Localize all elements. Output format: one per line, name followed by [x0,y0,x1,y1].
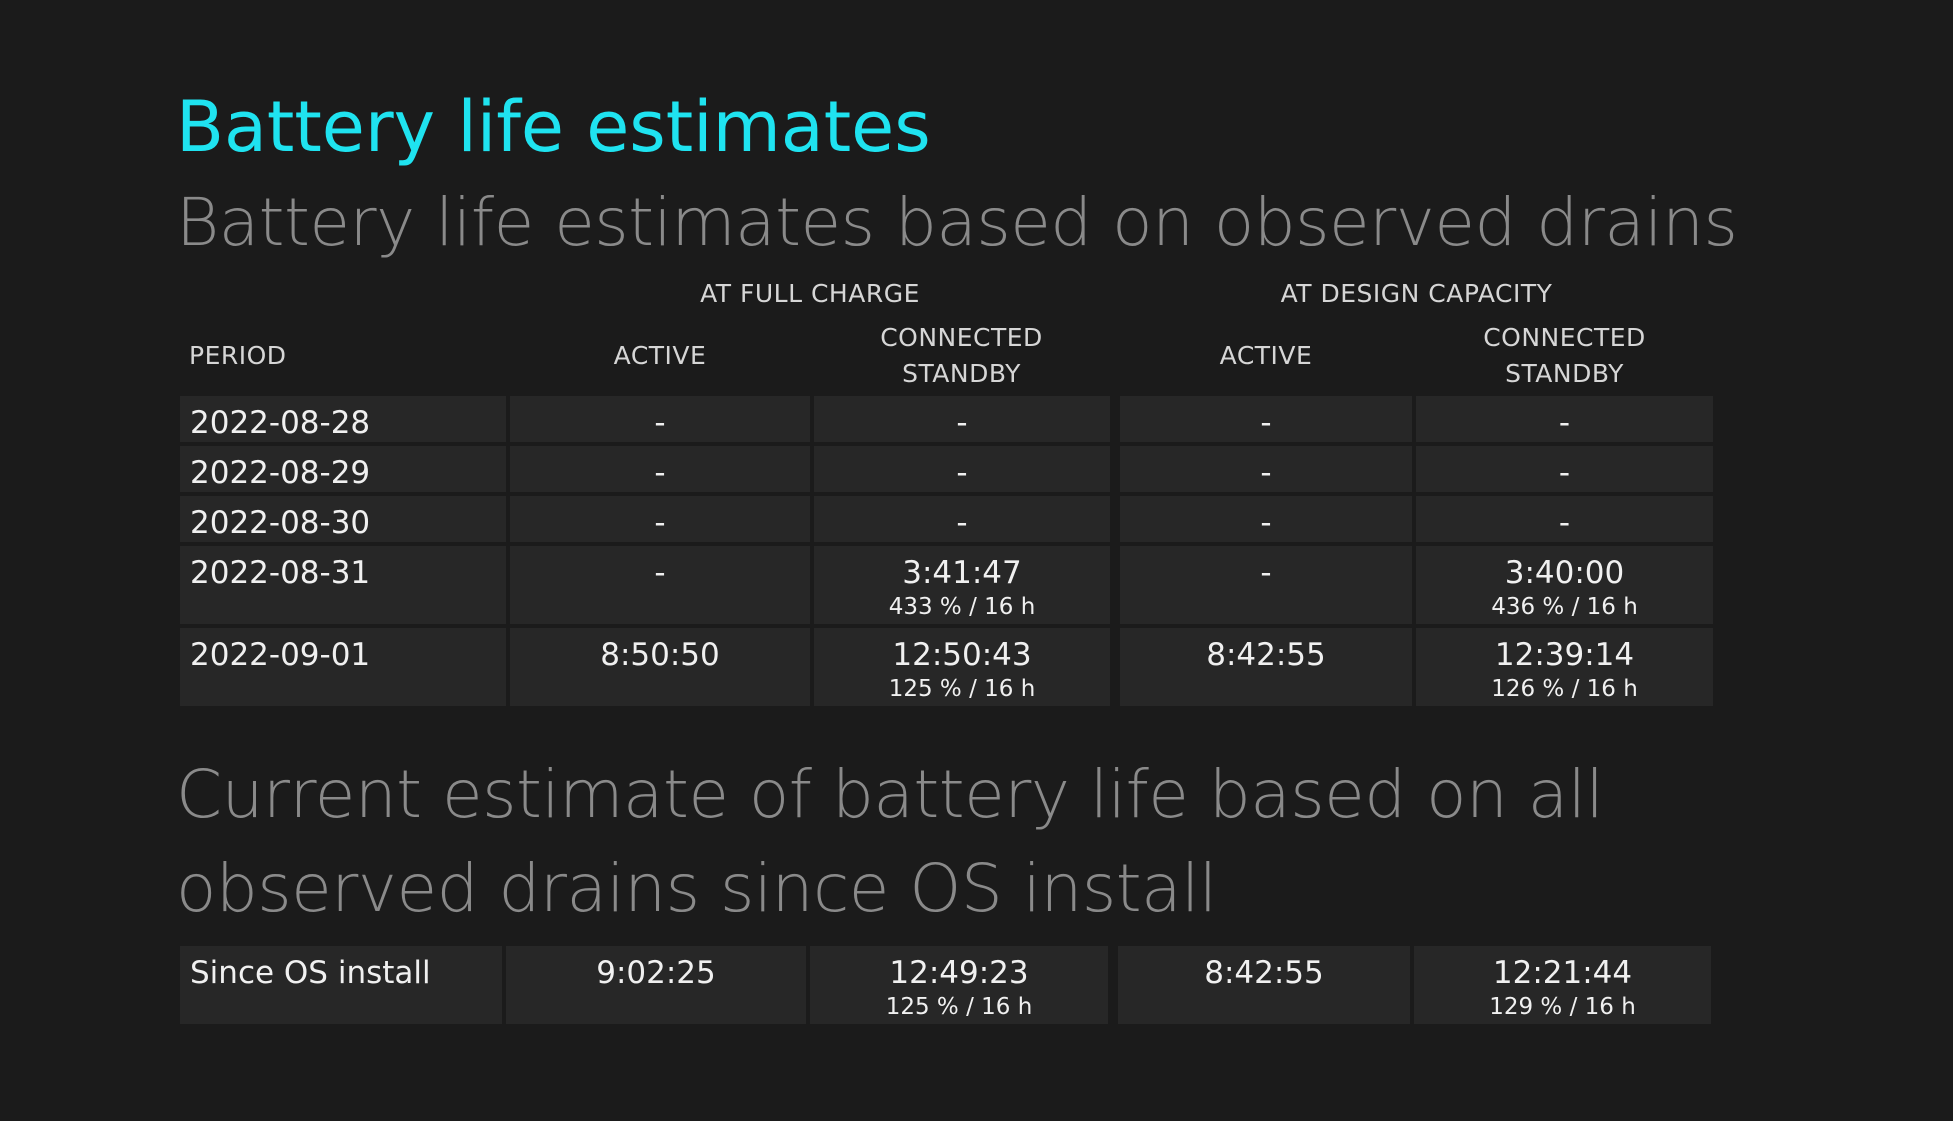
table-cell-period: 2022-09-01 [180,628,506,706]
cell-value: 9:02:25 [596,955,716,991]
cell-value: - [1558,455,1571,491]
table-cell-dc-standby: 12:39:14 126 % / 16 h [1416,628,1713,706]
section-heading-since-install: Current estimate of battery life based o… [176,756,1604,927]
cell-value: - [654,405,666,441]
cell-value: 12:49:23 [889,955,1029,991]
cell-value: 2022-08-28 [190,405,371,441]
table-cell-dc-active: 8:42:55 [1118,946,1410,1024]
table-cell-fc-standby: 12:50:43 125 % / 16 h [814,628,1110,706]
cell-value: 8:50:50 [600,637,720,673]
cell-value: 2022-08-31 [190,555,371,591]
cell-subvalue: 129 % / 16 h [1489,994,1636,1020]
section-heading-observed-drains: Battery life estimates based on observed… [176,184,1738,261]
table-cell-dc-standby: - [1416,496,1713,542]
cell-subvalue: 436 % / 16 h [1491,594,1638,620]
table-cell-fc-active: 9:02:25 [506,946,806,1024]
cell-subvalue: 433 % / 16 h [888,594,1036,620]
cell-value: - [654,555,666,591]
cell-value: 3:41:47 [902,555,1022,591]
cell-value: 2022-09-01 [190,637,371,673]
table-cell-fc-standby: - [814,396,1110,442]
cell-value: Since OS install [190,955,431,991]
cell-value: - [1558,505,1571,541]
table-cell-dc-active: 8:42:55 [1120,628,1412,706]
cell-value: 12:39:14 [1494,637,1635,673]
table-cell-fc-standby: - [814,446,1110,492]
table-cell-fc-active: - [510,446,810,492]
column-header-label-line2: STANDBY [902,359,1021,388]
page-title: Battery life estimates [176,86,931,168]
table-cell-dc-active: - [1120,446,1412,492]
column-header-label-line1: CONNECTED [1483,323,1646,352]
cell-value: - [654,455,666,491]
column-header-design-standby: CONNECTED STANDBY [1416,320,1713,392]
cell-subvalue: 125 % / 16 h [885,994,1033,1020]
column-header-full-charge-active: ACTIVE [613,341,707,370]
table-cell-dc-standby: - [1416,446,1713,492]
cell-subvalue: 126 % / 16 h [1491,676,1638,702]
column-header-period: PERIOD [189,341,287,370]
cell-value: 2022-08-30 [190,505,371,541]
group-header-design-capacity: AT DESIGN CAPACITY [1280,279,1553,308]
cell-value: 8:42:55 [1206,637,1326,673]
table-cell-dc-active: - [1120,496,1412,542]
cell-value: 2022-08-29 [190,455,371,491]
cell-value: - [956,505,968,541]
group-header-full-charge: AT FULL CHARGE [700,279,920,308]
cell-value: - [956,455,968,491]
table-cell-dc-standby: 3:40:00 436 % / 16 h [1416,546,1713,624]
column-header-label-line1: CONNECTED [880,323,1043,352]
cell-value: - [1260,555,1272,591]
table-cell-fc-active: - [510,496,810,542]
cell-value: - [1260,455,1272,491]
table-cell-period: Since OS install [180,946,502,1024]
table-cell-dc-standby: 12:21:44 129 % / 16 h [1414,946,1711,1024]
table-cell-fc-active: - [510,396,810,442]
table-cell-fc-standby: 3:41:47 433 % / 16 h [814,546,1110,624]
table-cell-dc-standby: - [1416,396,1713,442]
column-header-full-charge-standby: CONNECTED STANDBY [814,320,1109,392]
cell-value: 12:50:43 [892,637,1032,673]
column-header-label-line2: STANDBY [1505,359,1624,388]
table-cell-period: 2022-08-29 [180,446,506,492]
table-cell-period: 2022-08-30 [180,496,506,542]
cell-value: - [956,405,968,441]
cell-value: - [1260,405,1272,441]
cell-value: 8:42:55 [1204,955,1324,991]
table-cell-period: 2022-08-28 [180,396,506,442]
cell-subvalue: 125 % / 16 h [888,676,1036,702]
table-cell-period: 2022-08-31 [180,546,506,624]
table-cell-fc-standby: 12:49:23 125 % / 16 h [810,946,1108,1024]
table-cell-fc-active: - [510,546,810,624]
column-header-design-active: ACTIVE [1219,341,1313,370]
cell-value: 3:40:00 [1504,555,1625,591]
cell-value: - [654,505,666,541]
table-cell-dc-active: - [1120,396,1412,442]
table-cell-fc-active: 8:50:50 [510,628,810,706]
cell-value: - [1260,505,1272,541]
table-cell-fc-standby: - [814,496,1110,542]
cell-value: - [1558,405,1571,441]
cell-value: 12:21:44 [1492,955,1633,991]
table-cell-dc-active: - [1120,546,1412,624]
